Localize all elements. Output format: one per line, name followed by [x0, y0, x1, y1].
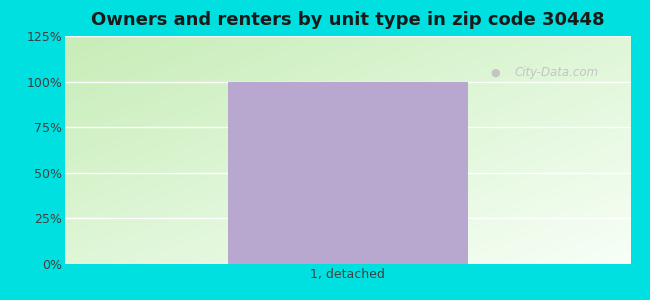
Title: Owners and renters by unit type in zip code 30448: Owners and renters by unit type in zip c…	[91, 11, 604, 29]
Text: City-Data.com: City-Data.com	[515, 66, 599, 79]
Text: ●: ●	[490, 68, 500, 77]
Bar	[227, 82, 468, 264]
